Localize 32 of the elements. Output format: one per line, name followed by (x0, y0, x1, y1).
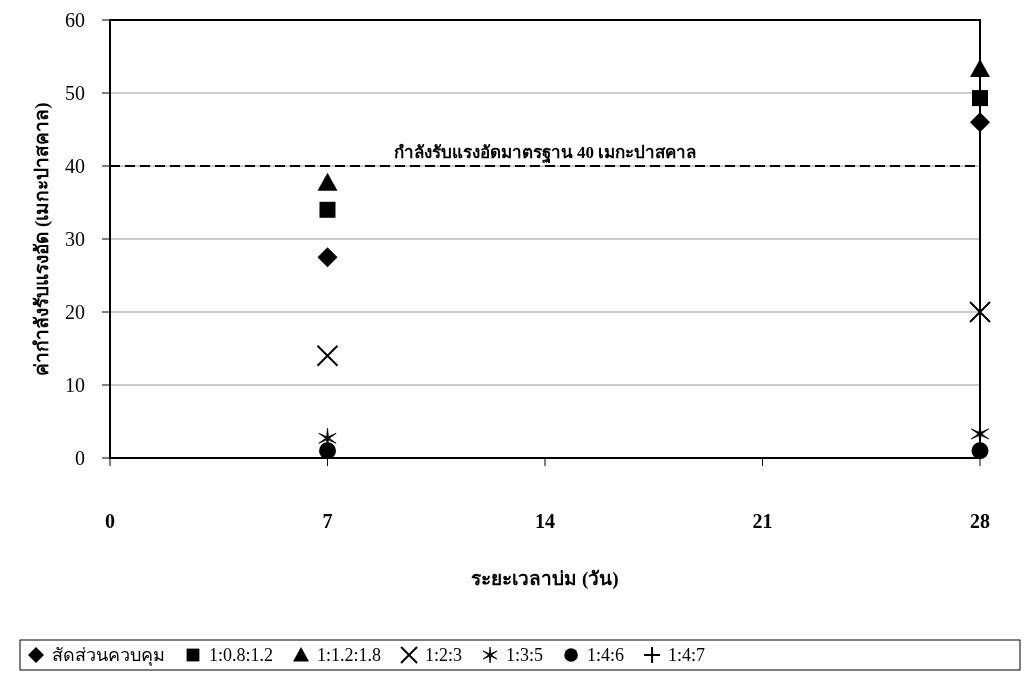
legend-label: 1:1.2:1.8 (317, 645, 382, 665)
x-tick-label: 28 (970, 510, 990, 532)
legend-label: 1:4:7 (668, 645, 706, 665)
y-tick-label: 50 (65, 82, 85, 104)
point (970, 112, 990, 133)
point (969, 301, 991, 323)
point (970, 58, 990, 77)
legend-label: 1:2:3 (425, 645, 463, 665)
legend-label: 1:0.8:1.2 (209, 645, 274, 665)
x-tick-label: 21 (752, 510, 773, 532)
x-tick-label: 0 (105, 510, 115, 532)
x-tick-label: 14 (535, 510, 555, 532)
y-tick-label: 0 (75, 447, 85, 469)
y-tick-label: 60 (65, 9, 85, 31)
y-tick-label: 10 (65, 374, 85, 396)
point (319, 442, 336, 460)
y-tick-label: 40 (65, 155, 85, 177)
legend-label: 1:3:5 (506, 645, 544, 665)
y-tick-label: 30 (65, 228, 85, 250)
point (316, 344, 339, 367)
y-axis-title: ค่ากำลังรับแรงอัด (เมกะปาสคาล) (31, 102, 53, 376)
y-tick-label: 20 (65, 301, 85, 323)
point (317, 172, 338, 191)
point (319, 201, 336, 218)
x-axis-title: ระยะเวลาบ่ม (วัน) (471, 568, 619, 590)
point (971, 442, 989, 460)
ref-line-label: กำลังรับแรงอัดมาตรฐาน 40 เมกะปาสคาล (393, 143, 697, 164)
point (317, 247, 338, 268)
point (972, 90, 988, 107)
legend-label: 1:4:6 (587, 645, 625, 665)
legend-label: สัดส่วนควบคุม (52, 645, 165, 666)
x-tick-label: 7 (322, 510, 333, 532)
